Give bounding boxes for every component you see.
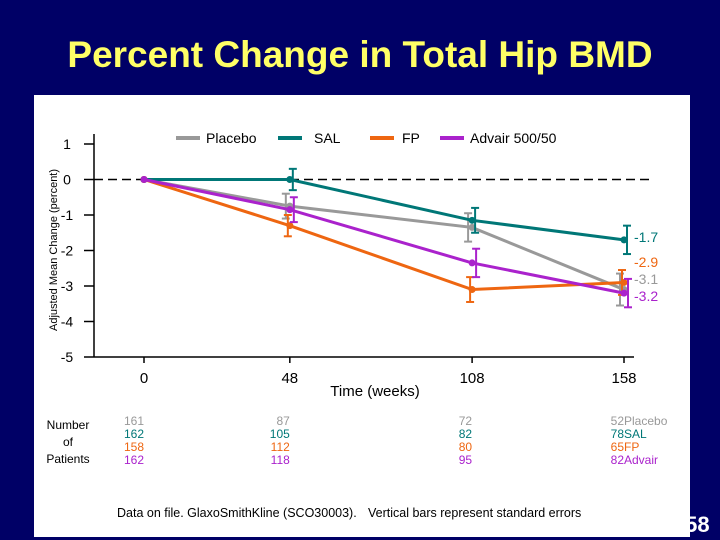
chart: 1 0 -1 -2 -3 -4 -5 0 48 108 158 Time (weeks) Adjuste… (46, 130, 668, 467)
data-point (468, 259, 476, 267)
legend-label: FP (402, 130, 420, 146)
patients-row-label: SAL (624, 427, 647, 441)
y-tick-label: -3 (61, 278, 74, 294)
y-tick-label: 0 (63, 172, 71, 188)
patients-row-label: Placebo (624, 414, 668, 428)
slide-title: Percent Change in Total Hip BMD (67, 34, 653, 75)
end-value-label: -2.9 (634, 254, 658, 270)
legend-label: Placebo (206, 130, 257, 146)
patients-count: 162 (124, 453, 144, 467)
data-point (468, 286, 476, 294)
patients-count: 118 (271, 453, 290, 467)
series-line (143, 178, 625, 295)
patients-count: 162 (124, 427, 144, 441)
x-tick-label: 0 (140, 370, 148, 387)
patients-count: 78 (611, 427, 625, 441)
x-tick-label: 48 (281, 370, 298, 387)
y-axis-title: Adjusted Mean Change (percent) (48, 169, 60, 331)
patients-count: 82 (611, 453, 625, 467)
patients-row-label: FP (624, 440, 639, 454)
patients-count: 105 (270, 427, 290, 441)
error-bar-note: Vertical bars represent standard errors (368, 506, 582, 520)
chart-panel: 1 0 -1 -2 -3 -4 -5 0 48 108 158 Time (weeks) Adjuste… (34, 95, 690, 537)
patients-count: 65 (611, 440, 625, 454)
series-line (144, 178, 625, 242)
x-tick-label: 108 (460, 370, 485, 387)
data-point (468, 223, 476, 231)
patients-count: 95 (459, 453, 473, 467)
legend-label: Advair 500/50 (470, 130, 557, 146)
y-tick-label: -1 (61, 207, 74, 223)
patients-header: Patients (46, 452, 89, 466)
patients-count: 161 (124, 414, 144, 428)
patients-header: of (63, 435, 74, 449)
patients-count: 87 (276, 414, 290, 428)
y-tick-label: 1 (63, 136, 71, 152)
series-line (143, 178, 625, 291)
data-point (620, 278, 628, 286)
x-axis-title: Time (weeks) (330, 383, 419, 400)
data-point (140, 176, 148, 183)
patients-count: 158 (124, 440, 144, 454)
patients-count: 72 (459, 414, 473, 428)
patients-count: 52 (611, 414, 625, 428)
source-note: Data on file. GlaxoSmithKline (SCO30003)… (117, 506, 357, 520)
data-point (286, 222, 294, 230)
data-point (468, 216, 476, 224)
legend-label: SAL (314, 130, 341, 146)
y-tick-label: -5 (61, 349, 74, 365)
data-point (620, 289, 628, 297)
slide-number: A 58 (664, 512, 710, 537)
end-value-label: -1.7 (634, 229, 658, 245)
series-line (143, 178, 625, 292)
patients-header: Number (47, 418, 90, 432)
patients-count: 82 (459, 427, 473, 441)
x-tick-label: 158 (611, 370, 636, 387)
end-value-label: -3.1 (634, 271, 658, 287)
data-point (286, 206, 294, 214)
y-tick-label: -2 (61, 243, 74, 259)
y-tick-label: -4 (61, 314, 74, 330)
end-value-label: -3.2 (634, 288, 658, 304)
patients-count: 80 (459, 440, 473, 454)
patients-count: 112 (271, 440, 290, 454)
data-point (620, 236, 628, 244)
patients-row-label: Advair (624, 453, 658, 467)
data-point (286, 176, 294, 183)
